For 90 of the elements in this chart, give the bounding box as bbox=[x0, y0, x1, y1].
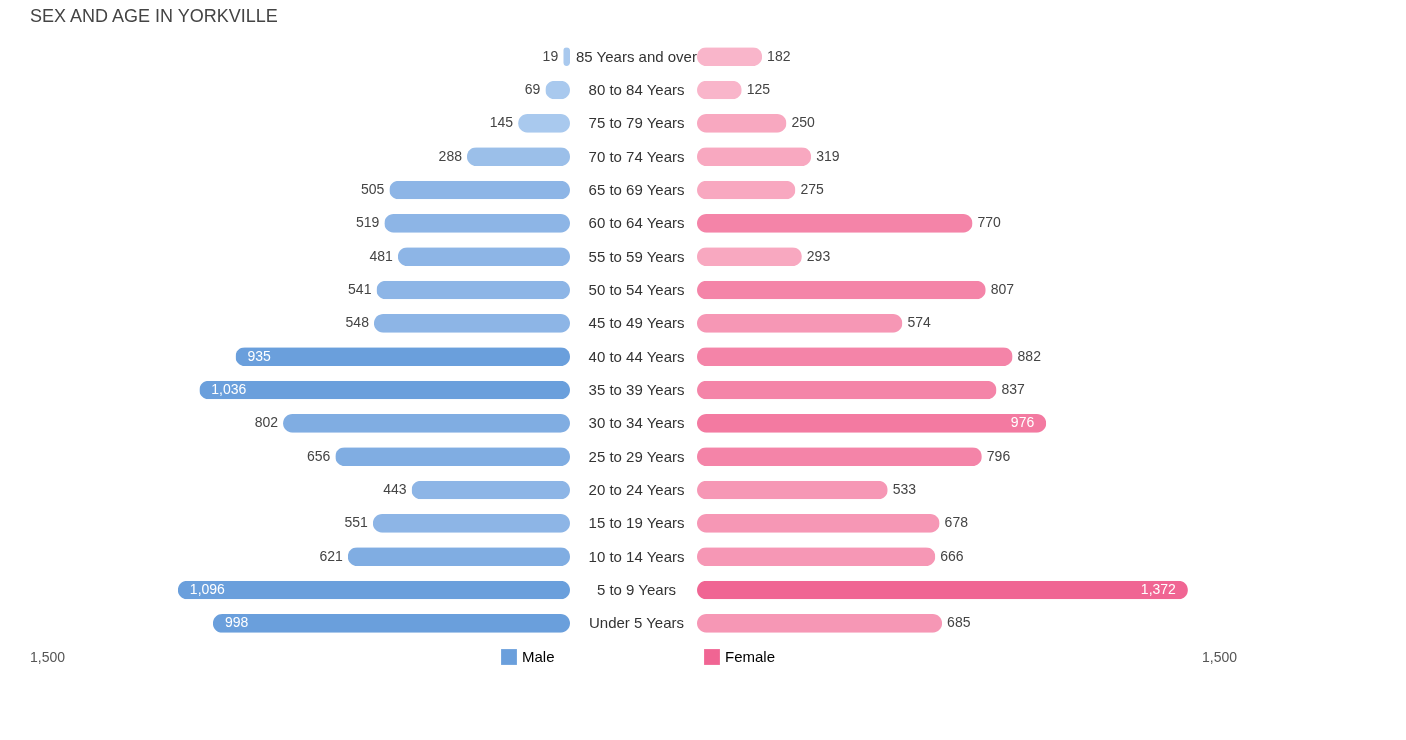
bar bbox=[347, 547, 570, 566]
data-label: 69 bbox=[524, 81, 541, 97]
data-label: 250 bbox=[791, 114, 816, 131]
bar bbox=[697, 547, 936, 566]
bar bbox=[411, 480, 570, 500]
bar bbox=[697, 447, 982, 466]
bar bbox=[697, 347, 1013, 366]
legend-label: Male bbox=[522, 648, 555, 665]
bar bbox=[177, 580, 570, 600]
bar bbox=[466, 147, 570, 166]
data-label: 837 bbox=[1001, 381, 1026, 397]
data-label: 1,372 bbox=[1140, 581, 1177, 597]
bar bbox=[697, 147, 812, 166]
bar bbox=[283, 414, 570, 433]
y-tick-label: 35 to 39 Years bbox=[588, 381, 685, 398]
y-tick-label: 65 to 69 Years bbox=[588, 181, 685, 198]
data-label: 182 bbox=[767, 47, 791, 64]
bar bbox=[397, 247, 570, 266]
bar bbox=[373, 314, 570, 333]
bar bbox=[697, 247, 802, 266]
y-tick-label: 30 to 34 Years bbox=[588, 414, 685, 432]
data-label: 656 bbox=[306, 447, 331, 464]
data-label: 505 bbox=[360, 181, 385, 197]
data-label: 807 bbox=[990, 281, 1015, 297]
text: 1,500 bbox=[30, 649, 66, 665]
bar bbox=[235, 347, 570, 366]
y-tick-label: 50 to 54 Years bbox=[588, 281, 685, 298]
data-label: 293 bbox=[806, 247, 831, 264]
bar bbox=[389, 180, 570, 200]
y-tick-label: 80 to 84 Years bbox=[588, 81, 685, 98]
bar bbox=[697, 114, 787, 133]
data-label: 551 bbox=[344, 514, 369, 531]
data-label: 1,096 bbox=[189, 581, 226, 597]
bar bbox=[212, 614, 570, 633]
data-label: 319 bbox=[816, 147, 840, 164]
bar bbox=[697, 380, 997, 400]
data-label: 275 bbox=[800, 181, 824, 197]
legend-label: Female bbox=[725, 648, 776, 665]
y-tick-label: 20 to 24 Years bbox=[588, 481, 685, 498]
bar bbox=[697, 214, 973, 233]
bar bbox=[697, 414, 1047, 433]
data-label: 621 bbox=[319, 547, 344, 564]
text: 1,500 bbox=[1201, 649, 1238, 665]
bar bbox=[376, 280, 570, 300]
data-label: 19 bbox=[542, 47, 559, 64]
chart-title: SEX AND AGE IN YORKVILLE bbox=[30, 6, 278, 26]
bar bbox=[199, 380, 570, 400]
data-label: 1,036 bbox=[211, 381, 247, 397]
bar bbox=[697, 614, 943, 633]
bar bbox=[372, 514, 570, 533]
data-label: 443 bbox=[383, 481, 407, 497]
data-label: 802 bbox=[254, 414, 279, 431]
y-tick-label: 40 to 44 Years bbox=[588, 347, 685, 365]
y-tick-label: 60 to 64 Years bbox=[588, 214, 685, 232]
data-label: 519 bbox=[355, 214, 380, 231]
bar bbox=[697, 580, 1188, 600]
data-label: 998 bbox=[224, 614, 249, 631]
bar bbox=[384, 214, 570, 233]
data-label: 770 bbox=[977, 214, 1002, 231]
data-label: 288 bbox=[438, 147, 463, 164]
y-tick-label: 75 to 79 Years bbox=[588, 114, 685, 132]
y-tick-label: 85 Years and over bbox=[576, 47, 697, 65]
data-label: 935 bbox=[247, 347, 272, 364]
data-label: 125 bbox=[746, 81, 771, 97]
bar bbox=[335, 447, 570, 466]
data-label: 796 bbox=[986, 447, 1011, 464]
y-tick-label: 15 to 19 Years bbox=[588, 514, 685, 532]
data-label: 666 bbox=[940, 547, 964, 564]
bar bbox=[697, 180, 796, 200]
data-label: 678 bbox=[944, 514, 969, 531]
y-tick-label: 5 to 9 Years bbox=[596, 581, 677, 598]
data-label: 145 bbox=[489, 114, 514, 131]
data-label: 533 bbox=[892, 481, 917, 497]
data-label: 481 bbox=[369, 247, 394, 264]
data-label: 685 bbox=[947, 614, 971, 631]
data-label: 541 bbox=[348, 281, 372, 297]
data-label: 976 bbox=[1010, 414, 1035, 431]
y-tick-label: 10 to 14 Years bbox=[588, 547, 685, 565]
y-tick-label: 25 to 29 Years bbox=[588, 447, 685, 465]
y-tick-label: 55 to 59 Years bbox=[588, 247, 685, 265]
bar bbox=[697, 480, 888, 500]
bar bbox=[697, 280, 986, 300]
bar bbox=[697, 514, 940, 533]
data-label: 574 bbox=[907, 314, 931, 331]
data-label: 548 bbox=[345, 314, 370, 331]
y-tick-label: Under 5 Years bbox=[588, 614, 685, 632]
y-tick-label: 45 to 49 Years bbox=[588, 314, 685, 332]
bar bbox=[697, 314, 903, 333]
data-label: 882 bbox=[1017, 347, 1042, 364]
y-tick-label: 70 to 74 Years bbox=[588, 147, 685, 165]
